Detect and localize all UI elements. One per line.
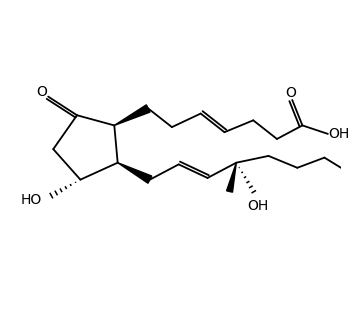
- Polygon shape: [227, 163, 236, 192]
- Text: O: O: [285, 86, 296, 100]
- Polygon shape: [118, 163, 152, 183]
- Polygon shape: [114, 105, 150, 125]
- Text: HO: HO: [21, 193, 42, 207]
- Text: OH: OH: [328, 127, 348, 141]
- Text: O: O: [37, 84, 48, 99]
- Text: OH: OH: [248, 199, 269, 213]
